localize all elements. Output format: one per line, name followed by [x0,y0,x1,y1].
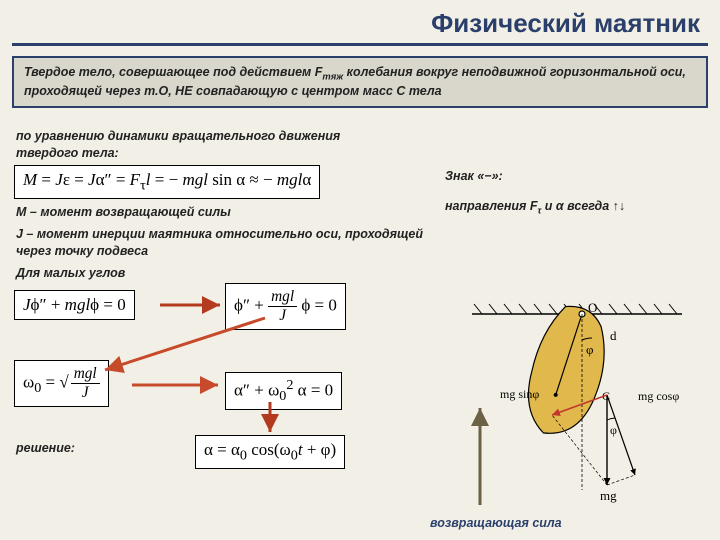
equation-3: ϕ″ + mglJ ϕ = 0 [225,283,346,330]
pendulum-diagram: O φ d C mg mg cosφ mg sinφ φ [452,300,702,520]
dynamics-intro: по уравнению динамики вращательного движ… [16,128,396,162]
label-d: d [610,328,617,343]
def-J: J – момент инерции маятника относительно… [16,226,426,260]
small-angles: Для малых углов [16,265,125,282]
equation-6: α = α0 cos(ω0t + φ) [195,435,345,469]
label-phi-2: φ [610,423,617,437]
sign-note-1: Знак «−»: [445,168,503,185]
sign-note-2: направления Fτ и α всегда ↑↓ [445,198,705,217]
label-phi-1: φ [586,342,594,357]
arrow-eq2-eq3 [158,295,228,315]
page-title: Физический маятник [0,0,720,43]
pendulum-svg: O φ d C mg mg cosφ mg sinφ φ [452,300,702,520]
arrow-eq4-eq5 [130,375,225,395]
title-underline [12,43,708,46]
solution-label: решение: [16,440,75,457]
equation-2: Jϕ″ + mglϕ = 0 [14,290,135,320]
label-mg: mg [600,488,617,503]
equation-main: M = Jε = Jα″ = Fτl = − mgl sin α ≈ − mgl… [14,165,320,199]
definition-box: Твердое тело, совершающее под действием … [12,56,708,108]
label-O: O [588,300,597,315]
label-mgcos: mg cosφ [638,389,679,403]
def-M: M – момент возвращающей силы [16,204,231,221]
definition-text: Твердое тело, совершающее под действием … [24,65,686,98]
equation-5: α″ + ω02 α = 0 [225,372,342,410]
label-mgsin: mg sinφ [500,387,539,401]
equation-4: ω0 = √mglJ [14,360,109,407]
